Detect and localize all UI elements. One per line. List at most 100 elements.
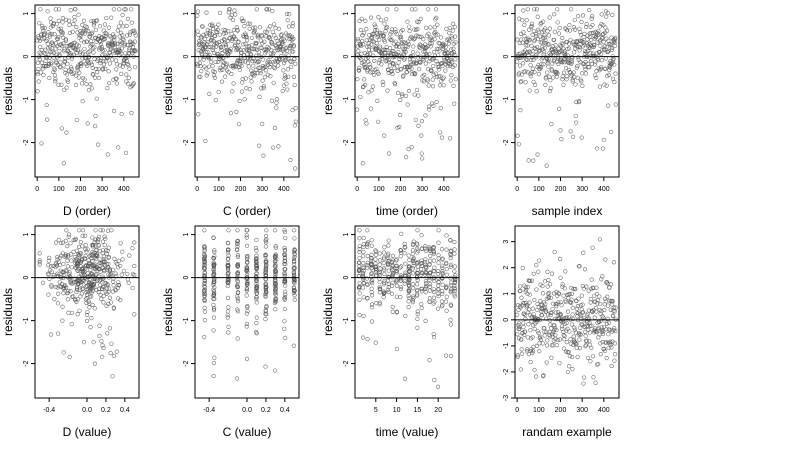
data-point bbox=[584, 284, 589, 289]
data-point bbox=[558, 311, 563, 317]
data-point bbox=[534, 343, 539, 349]
data-point bbox=[436, 67, 442, 72]
data-point bbox=[47, 75, 52, 81]
x-tick-label: 300 bbox=[416, 186, 428, 193]
data-point bbox=[412, 92, 417, 97]
data-point bbox=[554, 343, 559, 348]
data-point bbox=[521, 321, 526, 326]
data-point bbox=[204, 10, 209, 15]
data-point bbox=[374, 45, 379, 50]
data-point bbox=[282, 38, 287, 43]
data-point bbox=[235, 294, 240, 299]
data-point bbox=[394, 7, 399, 12]
data-point bbox=[413, 7, 418, 12]
data-point bbox=[429, 68, 434, 73]
data-point bbox=[428, 41, 433, 46]
data-point bbox=[68, 281, 74, 286]
data-point bbox=[552, 57, 557, 62]
data-point bbox=[242, 24, 247, 29]
data-point bbox=[598, 341, 603, 346]
data-point bbox=[211, 292, 217, 297]
data-point bbox=[284, 11, 289, 16]
data-point bbox=[604, 321, 609, 327]
data-point bbox=[527, 88, 532, 93]
data-point bbox=[360, 33, 365, 38]
data-point bbox=[94, 18, 100, 23]
data-point bbox=[569, 7, 574, 12]
data-point bbox=[279, 53, 284, 59]
data-point bbox=[87, 305, 92, 310]
data-point bbox=[417, 34, 422, 39]
data-point bbox=[92, 45, 97, 50]
data-point bbox=[225, 256, 231, 261]
data-point bbox=[546, 42, 551, 47]
data-point bbox=[561, 82, 566, 87]
data-point bbox=[118, 298, 123, 303]
data-point bbox=[114, 76, 119, 81]
data-point bbox=[71, 237, 76, 243]
x-tick-label: 0.4 bbox=[120, 407, 130, 414]
y-axis-label: residuals bbox=[481, 67, 495, 115]
data-point bbox=[599, 325, 604, 330]
data-point bbox=[390, 280, 395, 285]
data-point bbox=[45, 46, 51, 51]
data-point bbox=[233, 36, 238, 42]
data-point bbox=[56, 18, 61, 23]
data-point bbox=[552, 249, 557, 255]
data-point bbox=[229, 38, 235, 43]
data-point bbox=[598, 52, 604, 57]
data-point bbox=[536, 330, 541, 336]
data-point bbox=[79, 81, 85, 86]
data-point bbox=[372, 58, 377, 63]
data-point bbox=[572, 17, 577, 23]
data-point bbox=[254, 296, 259, 302]
data-point bbox=[550, 306, 555, 312]
data-point bbox=[385, 7, 390, 12]
data-point bbox=[254, 321, 259, 326]
data-point bbox=[609, 345, 614, 350]
data-point bbox=[254, 276, 259, 281]
data-point bbox=[228, 35, 233, 41]
data-point bbox=[282, 229, 288, 235]
data-point bbox=[569, 291, 574, 296]
data-point bbox=[452, 294, 457, 299]
data-point bbox=[549, 355, 554, 360]
data-point bbox=[94, 271, 99, 277]
data-point bbox=[525, 43, 530, 48]
data-point bbox=[546, 291, 551, 296]
data-point bbox=[520, 61, 526, 66]
data-point bbox=[402, 251, 407, 256]
data-point bbox=[594, 68, 599, 74]
data-point bbox=[444, 272, 449, 277]
data-point bbox=[116, 283, 122, 288]
data-point bbox=[292, 293, 297, 298]
data-point bbox=[244, 35, 249, 40]
data-point bbox=[357, 228, 362, 233]
data-point bbox=[84, 28, 89, 33]
data-point bbox=[272, 280, 278, 285]
data-point bbox=[212, 290, 217, 295]
data-point bbox=[254, 253, 259, 258]
data-point bbox=[244, 287, 249, 292]
data-point bbox=[570, 367, 575, 372]
data-point bbox=[601, 346, 606, 351]
data-point bbox=[271, 22, 277, 27]
data-point bbox=[114, 81, 119, 86]
data-point bbox=[66, 253, 71, 258]
data-point bbox=[357, 297, 362, 302]
data-point bbox=[101, 59, 106, 64]
data-point bbox=[212, 249, 217, 255]
data-point bbox=[531, 28, 536, 34]
data-point bbox=[432, 269, 437, 274]
data-point bbox=[89, 86, 94, 91]
data-point bbox=[96, 234, 102, 239]
data-point bbox=[410, 298, 415, 303]
data-point bbox=[101, 28, 106, 33]
data-point bbox=[410, 36, 415, 41]
data-point bbox=[539, 62, 544, 67]
data-point bbox=[432, 377, 437, 383]
data-point bbox=[119, 272, 124, 277]
data-point bbox=[427, 284, 432, 289]
